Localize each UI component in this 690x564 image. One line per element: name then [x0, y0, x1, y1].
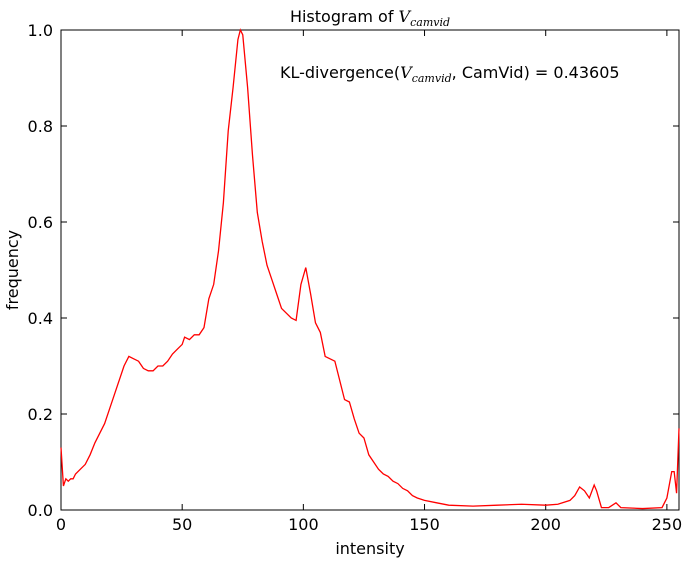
x-tick-label: 100 — [288, 515, 319, 534]
x-axis-label: intensity — [335, 539, 404, 558]
plot-frame — [60, 29, 680, 511]
x-tick-label: 250 — [652, 515, 683, 534]
annotation: KL-divergence(Vcamvid, CamVid) = 0.43605 — [280, 63, 620, 85]
x-tick-label: 200 — [530, 515, 561, 534]
y-tick-label: 0.6 — [28, 213, 53, 232]
x-tick-label: 0 — [56, 515, 66, 534]
chart-title: Histogram of Vcamvid — [290, 7, 450, 29]
x-tick-label: 150 — [409, 515, 440, 534]
y-tick-label: 1.0 — [28, 21, 53, 40]
y-tick-label: 0.2 — [28, 405, 53, 424]
y-tick-label: 0.0 — [28, 501, 53, 520]
y-tick-label: 0.8 — [28, 117, 53, 136]
y-axis-label: frequency — [3, 230, 22, 310]
x-tick-label: 50 — [172, 515, 192, 534]
data-line — [60, 28, 680, 510]
y-tick-label: 0.4 — [28, 309, 53, 328]
